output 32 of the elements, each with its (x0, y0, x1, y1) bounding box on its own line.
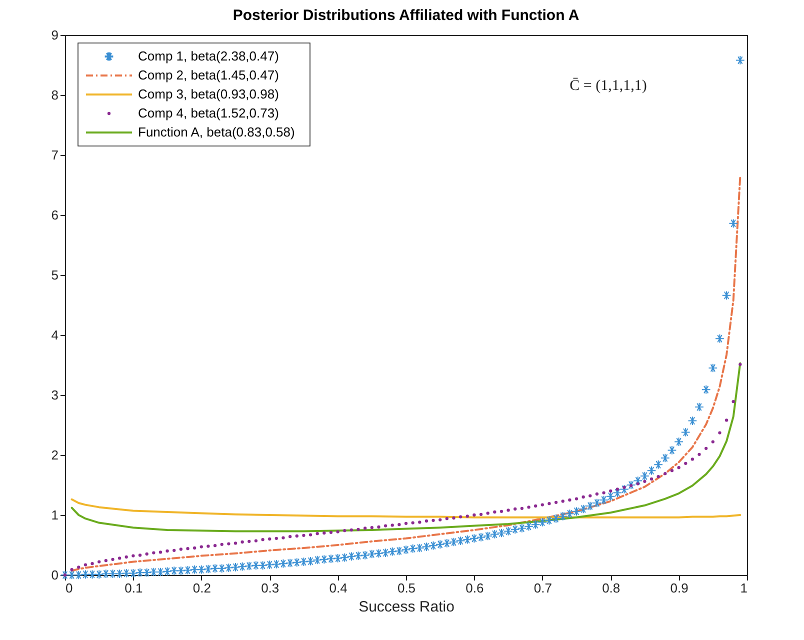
y-tick-label: 4 (51, 328, 58, 342)
legend-label: Comp 3, beta(0.93,0.98) (138, 86, 279, 102)
x-tick-label: 0.3 (261, 580, 280, 596)
x-tick-label: 0.4 (329, 580, 348, 596)
y-tick-label: 1 (51, 508, 58, 522)
y-tick-label: 8 (51, 88, 58, 102)
legend-label: Comp 1, beta(2.38,0.47) (138, 48, 279, 64)
y-tick-label: 3 (51, 388, 58, 402)
legend-label: Comp 4, beta(1.52,0.73) (138, 106, 279, 120)
x-tick-label: 0.7 (534, 580, 552, 596)
x-tick-label: 0.2 (192, 580, 211, 596)
x-tick-label: 0.1 (124, 580, 143, 596)
line-series (70, 176, 742, 572)
x-axis-title: Success Ratio (358, 598, 454, 616)
legend-label: Function A, beta(0.83,0.58) (138, 124, 295, 140)
x-tick-label: 0.9 (670, 580, 688, 596)
y-tick-label: 9 (51, 28, 58, 42)
line-series (70, 498, 742, 518)
y-tick-label: 5 (51, 268, 58, 282)
legend-label: Comp 2, beta(1.45,0.47) (138, 68, 279, 82)
x-tick-label: 1 (740, 580, 748, 596)
y-tick-label: 2 (51, 448, 58, 462)
chart-title: Posterior Distributions Affiliated with Function A (232, 7, 580, 24)
annotation: C̄ = (1,1,1,1) (570, 77, 647, 94)
y-tick-label: 0 (51, 568, 58, 582)
x-tick-label: 0 (66, 580, 73, 596)
y-tick-label: 7 (51, 148, 58, 162)
x-tick-label: 0.5 (397, 580, 416, 596)
line-series (70, 362, 742, 532)
x-tick-label: 0.8 (602, 580, 620, 596)
x-tick-label: 0.6 (466, 580, 484, 596)
y-tick-label: 6 (51, 208, 58, 222)
